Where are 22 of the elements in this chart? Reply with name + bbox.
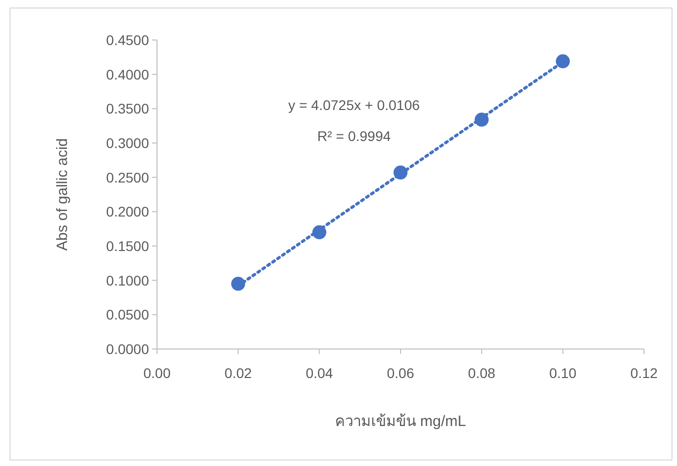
x-tick-label: 0.12 (630, 365, 658, 381)
y-tick-label: 0.2500 (106, 169, 150, 186)
y-axis-title: Abs of gallic acid (54, 138, 71, 251)
annotation: R² = 0.9994 (317, 128, 391, 144)
x-tick-label: 0.10 (549, 365, 577, 381)
y-tick-label: 0.0500 (106, 306, 150, 323)
point (556, 54, 570, 68)
annotation: y = 4.0725x + 0.0106 (288, 97, 420, 113)
x-tick-label: 0.02 (224, 365, 252, 381)
x-tick-label: 0.06 (386, 365, 414, 381)
y-tick-label: 0.2000 (106, 204, 150, 220)
x-tick-label: 0.08 (468, 365, 496, 381)
x-axis-title: ความเข้มข้น mg/mL (334, 413, 466, 430)
y-tick-label: 0.4500 (106, 32, 150, 48)
y-tick-label: 0.4000 (106, 66, 150, 82)
y-tick-label: 0.0000 (106, 341, 150, 357)
x-tick-label: 0.00 (143, 365, 171, 381)
y-tick-label: 0.3500 (106, 100, 150, 117)
x-tick-label: 0.04 (306, 365, 334, 381)
y-tick-label: 0.1000 (106, 272, 150, 288)
y-tick-label: 0.3000 (106, 135, 150, 151)
y-tick-label: 0.1500 (106, 238, 150, 254)
